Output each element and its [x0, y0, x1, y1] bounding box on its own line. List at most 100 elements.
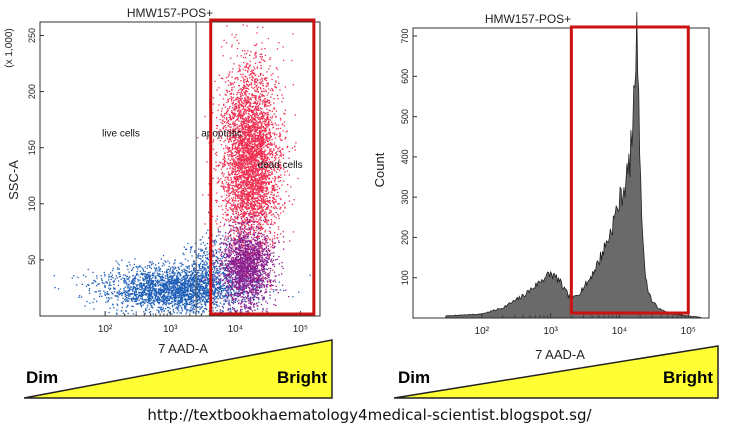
- event-dot: [230, 117, 232, 119]
- event-dot: [134, 300, 136, 303]
- event-dot: [259, 144, 261, 146]
- event-dot: [288, 157, 290, 159]
- event-dot: [152, 287, 154, 289]
- event-dot: [96, 277, 98, 279]
- event-dot: [261, 214, 264, 216]
- event-dot: [164, 271, 166, 273]
- event-dot: [235, 77, 237, 79]
- event-dot: [261, 172, 264, 174]
- event-dot: [227, 240, 229, 243]
- event-dot: [153, 283, 155, 285]
- event-dot: [232, 199, 234, 201]
- event-dot: [267, 92, 270, 94]
- event-dot: [270, 121, 273, 123]
- event-dot: [179, 298, 181, 300]
- event-dot: [157, 300, 159, 303]
- event-dot: [117, 272, 119, 274]
- event-dot: [159, 293, 161, 295]
- event-dot: [191, 294, 193, 296]
- event-dot: [178, 287, 180, 289]
- event-dot: [243, 214, 246, 217]
- event-dot: [207, 289, 210, 291]
- event-dot: [117, 268, 119, 271]
- event-dot: [265, 177, 267, 179]
- event-dot: [230, 123, 232, 126]
- event-dot: [256, 308, 259, 310]
- event-dot: [133, 292, 136, 294]
- event-dot: [240, 300, 242, 302]
- event-dot: [227, 125, 229, 127]
- event-dot: [230, 129, 232, 132]
- event-dot: [161, 295, 164, 298]
- event-dot: [252, 212, 254, 215]
- event-dot: [251, 213, 253, 215]
- event-dot: [257, 193, 260, 196]
- event-dot: [277, 195, 279, 197]
- event-dot: [207, 291, 210, 293]
- event-dot: [191, 310, 193, 312]
- event-dot: [113, 281, 115, 283]
- event-dot: [220, 130, 222, 132]
- event-dot: [231, 200, 233, 202]
- event-dot: [156, 299, 159, 301]
- event-dot: [171, 304, 174, 307]
- event-dot: [196, 272, 198, 274]
- event-dot: [241, 97, 243, 99]
- event-dot: [230, 291, 232, 293]
- event-dot: [227, 302, 230, 304]
- event-dot: [157, 301, 159, 303]
- event-dot: [273, 215, 276, 217]
- event-dot: [244, 194, 246, 196]
- event-dot: [204, 223, 206, 225]
- event-dot: [142, 277, 144, 279]
- event-dot: [122, 301, 124, 303]
- event-dot: [200, 285, 202, 287]
- event-dot: [264, 185, 266, 187]
- event-dot: [260, 64, 262, 67]
- event-dot: [144, 270, 146, 273]
- event-dot: [214, 239, 217, 241]
- event-dot: [280, 167, 283, 169]
- event-dot: [171, 283, 173, 286]
- event-dot: [253, 187, 255, 189]
- event-dot: [215, 298, 217, 300]
- event-dot: [246, 232, 248, 234]
- event-dot: [176, 284, 178, 286]
- event-dot: [185, 265, 187, 268]
- event-dot: [176, 272, 178, 274]
- event-dot: [245, 99, 248, 102]
- event-dot: [192, 301, 194, 303]
- event-dot: [206, 279, 209, 281]
- event-dot: [186, 311, 188, 313]
- event-dot: [275, 81, 277, 83]
- event-dot: [154, 289, 157, 291]
- event-dot: [168, 298, 171, 300]
- event-dot: [238, 120, 240, 122]
- event-dot: [181, 308, 183, 310]
- event-dot: [168, 297, 170, 299]
- event-dot: [111, 269, 114, 272]
- event-dot: [266, 214, 268, 216]
- event-dot: [88, 284, 90, 286]
- event-dot: [248, 154, 250, 156]
- event-dot: [113, 283, 115, 286]
- event-dot: [126, 282, 128, 284]
- event-dot: [253, 254, 255, 256]
- event-dot: [234, 162, 236, 164]
- event-dot: [179, 290, 182, 292]
- event-dot: [214, 244, 216, 246]
- event-dot: [244, 158, 246, 160]
- event-dot: [244, 75, 246, 77]
- event-dot: [141, 272, 143, 274]
- event-dot: [95, 281, 97, 283]
- event-dot: [122, 277, 124, 279]
- event-dot: [178, 295, 180, 297]
- event-dot: [165, 270, 168, 272]
- event-dot: [203, 282, 205, 284]
- event-dot: [193, 268, 195, 271]
- event-dot: [205, 308, 208, 311]
- event-dot: [217, 164, 219, 167]
- event-dot: [229, 150, 231, 153]
- event-dot: [163, 302, 165, 305]
- event-dot: [237, 106, 240, 108]
